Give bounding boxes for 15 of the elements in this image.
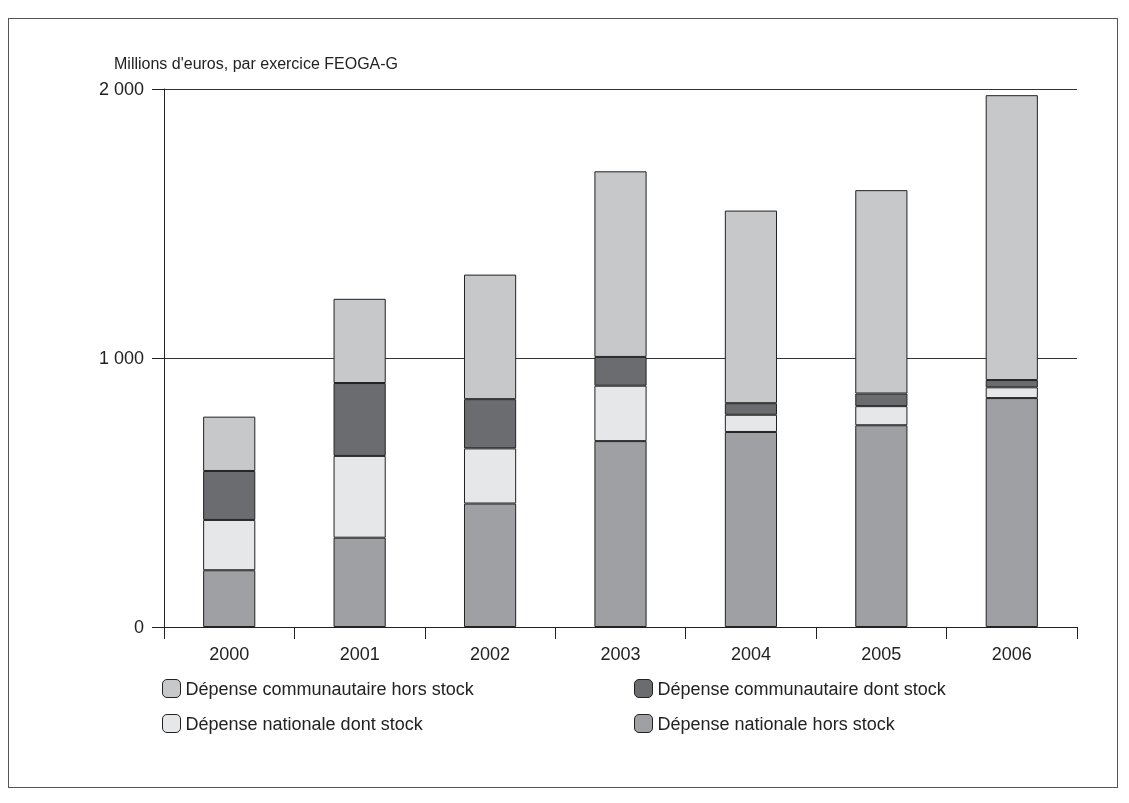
legend-label: Dépense nationale hors stock: [657, 713, 896, 734]
y-axis-title: Millions d'euros, par exercice FEOGA-G: [114, 54, 399, 72]
x-tick-label: 2003: [600, 644, 641, 664]
y-tick-label: 2 000: [98, 79, 144, 99]
x-tick-label: 2000: [209, 644, 250, 664]
x-tick-label: 2001: [339, 644, 380, 664]
legend-label: Dépense communautaire dont stock: [657, 678, 947, 699]
legend-label: Dépense nationale dont stock: [185, 713, 424, 734]
y-tick-label: 0: [133, 617, 144, 637]
x-tick-label: 2005: [861, 644, 902, 664]
x-tick-label: 2006: [991, 644, 1032, 664]
y-tick-label: 1 000: [98, 348, 144, 368]
x-tick-label: 2004: [730, 644, 771, 664]
x-tick-label: 2002: [470, 644, 511, 664]
legend-label: Dépense communautaire hors stock: [185, 678, 475, 699]
